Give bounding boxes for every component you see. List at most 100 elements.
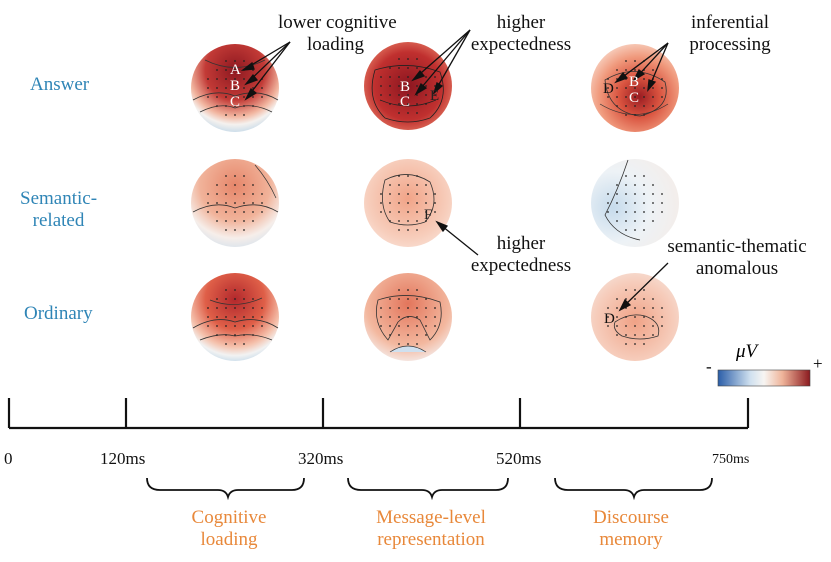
- electrode-dot: [380, 202, 382, 204]
- electrode-dot: [234, 184, 236, 186]
- tick-label-0: 0: [4, 449, 13, 468]
- electrode-dot: [625, 114, 627, 116]
- electrode-dot: [407, 202, 409, 204]
- electrode-dot: [234, 229, 236, 231]
- electrode-dot: [252, 96, 254, 98]
- electrode-dot: [643, 220, 645, 222]
- electrode-dot: [661, 316, 663, 318]
- electrode-dot: [216, 220, 218, 222]
- electrode-dot: [398, 334, 400, 336]
- timeline-axis: [7, 398, 750, 430]
- electrode-dot: [234, 175, 236, 177]
- electrode-dot: [643, 78, 645, 80]
- electrode-dot: [380, 76, 382, 78]
- electrode-dot: [252, 211, 254, 213]
- annotation-arrows: [240, 29, 669, 312]
- electrode-dot: [625, 175, 627, 177]
- electrode-dot: [634, 96, 636, 98]
- electrode-dot: [652, 307, 654, 309]
- electrode-dot: [652, 202, 654, 204]
- electrode-dot: [643, 211, 645, 213]
- electrode-dot: [634, 343, 636, 345]
- electrode-label-a: A: [230, 62, 241, 78]
- electrode-dot: [407, 175, 409, 177]
- electrode-dot: [398, 211, 400, 213]
- electrode-dot: [243, 316, 245, 318]
- row-label-answer: Answer: [30, 74, 90, 95]
- annotation-higher-expectedness-mid: higher expectedness: [460, 233, 582, 277]
- electrode-dot: [625, 343, 627, 345]
- electrode-dot: [252, 105, 254, 107]
- electrode-dot: [380, 85, 382, 87]
- electrode-dot: [225, 69, 227, 71]
- electrode-dot: [407, 67, 409, 69]
- electrode-dot: [425, 76, 427, 78]
- electrode-dot: [643, 202, 645, 204]
- electrode-dot: [234, 325, 236, 327]
- annotation-line: higher: [496, 12, 546, 33]
- electrode-dot: [398, 175, 400, 177]
- electrode-dot: [607, 96, 609, 98]
- electrode-dot: [243, 343, 245, 345]
- electrode-dot: [607, 316, 609, 318]
- electrode-dot: [625, 60, 627, 62]
- electrode-dot: [216, 298, 218, 300]
- electrode-dot: [252, 184, 254, 186]
- annotation-line: higher: [496, 233, 546, 254]
- electrode-dot: [625, 316, 627, 318]
- electrode-label-d: D: [604, 311, 615, 327]
- electrode-dot: [616, 307, 618, 309]
- electrode-dot: [243, 78, 245, 80]
- electrode-dot: [643, 229, 645, 231]
- electrode-dot: [389, 202, 391, 204]
- electrode-dot: [634, 325, 636, 327]
- electrode-dot: [389, 193, 391, 195]
- electrode-dot: [407, 289, 409, 291]
- electrode-dot: [243, 202, 245, 204]
- electrode-dot: [634, 307, 636, 309]
- electrode-dot: [225, 60, 227, 62]
- electrode-dot: [398, 325, 400, 327]
- electrode-dot: [216, 69, 218, 71]
- electrode-dot: [380, 325, 382, 327]
- electrode-dot: [389, 316, 391, 318]
- annotation-line: expectedness: [470, 255, 572, 276]
- electrode-dot: [398, 94, 400, 96]
- electrode-dot: [225, 96, 227, 98]
- row-label-ordinary: Ordinary: [24, 303, 93, 324]
- electrode-dot: [389, 94, 391, 96]
- electrode-dot: [207, 96, 209, 98]
- electrode-dot: [234, 289, 236, 291]
- electrode-dot: [234, 316, 236, 318]
- annotation-line: inferential: [690, 12, 770, 33]
- electrode-dot: [634, 220, 636, 222]
- electrode-dot: [425, 220, 427, 222]
- electrode-dot: [625, 211, 627, 213]
- electrode-dot: [416, 112, 418, 114]
- electrode-dot: [625, 87, 627, 89]
- electrode-dot: [607, 211, 609, 213]
- colorbar-max-label: +: [813, 354, 823, 373]
- electrode-dot: [380, 211, 382, 213]
- electrode-dot: [252, 334, 254, 336]
- electrode-dot: [216, 96, 218, 98]
- electrode-dot: [407, 343, 409, 345]
- electrode-dot: [625, 69, 627, 71]
- electrode-dot: [207, 193, 209, 195]
- electrode-dot: [243, 307, 245, 309]
- electrode-dot: [252, 298, 254, 300]
- electrode-dot: [207, 316, 209, 318]
- electrode-dot: [389, 76, 391, 78]
- electrode-dot: [616, 325, 618, 327]
- electrode-dot: [416, 289, 418, 291]
- electrode-dot: [625, 220, 627, 222]
- electrode-dot: [216, 184, 218, 186]
- electrode-dot: [243, 193, 245, 195]
- electrode-dot: [234, 343, 236, 345]
- annotation-inferential-processing: inferential processing: [670, 12, 790, 56]
- electrode-dot: [407, 76, 409, 78]
- electrode-dot: [407, 211, 409, 213]
- electrode-dot: [398, 67, 400, 69]
- electrode-dot: [261, 211, 263, 213]
- electrode-dot: [643, 175, 645, 177]
